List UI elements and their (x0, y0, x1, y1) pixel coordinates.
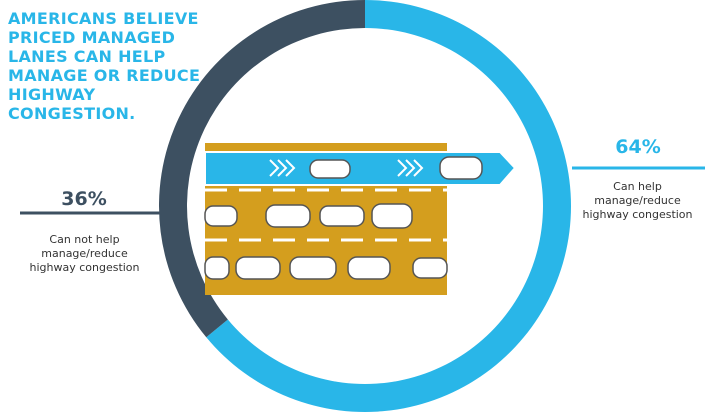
car (371, 203, 413, 229)
arrow-icon (269, 159, 296, 177)
chart-title: AMERICANS BELIEVE PRICED MANAGED LANES C… (8, 9, 201, 123)
car (265, 204, 311, 228)
car (235, 256, 281, 280)
donut-slice (159, 0, 365, 338)
value-label: 36% (61, 188, 107, 210)
car (319, 205, 365, 227)
road-illustration (204, 143, 517, 295)
car (204, 256, 230, 280)
car (289, 256, 337, 280)
donut (159, 0, 571, 412)
car (439, 156, 483, 180)
car (412, 257, 448, 279)
arrow-icon (397, 159, 424, 177)
legend-label: Can not help manage/reduce highway conge… (29, 233, 140, 274)
car (204, 205, 238, 227)
car (309, 159, 351, 179)
car (347, 256, 391, 280)
managed-lane (204, 151, 517, 186)
donut-slice (206, 0, 571, 412)
legend-label: Can help manage/reduce highway congestio… (582, 180, 693, 221)
value-label: 64% (615, 136, 661, 158)
